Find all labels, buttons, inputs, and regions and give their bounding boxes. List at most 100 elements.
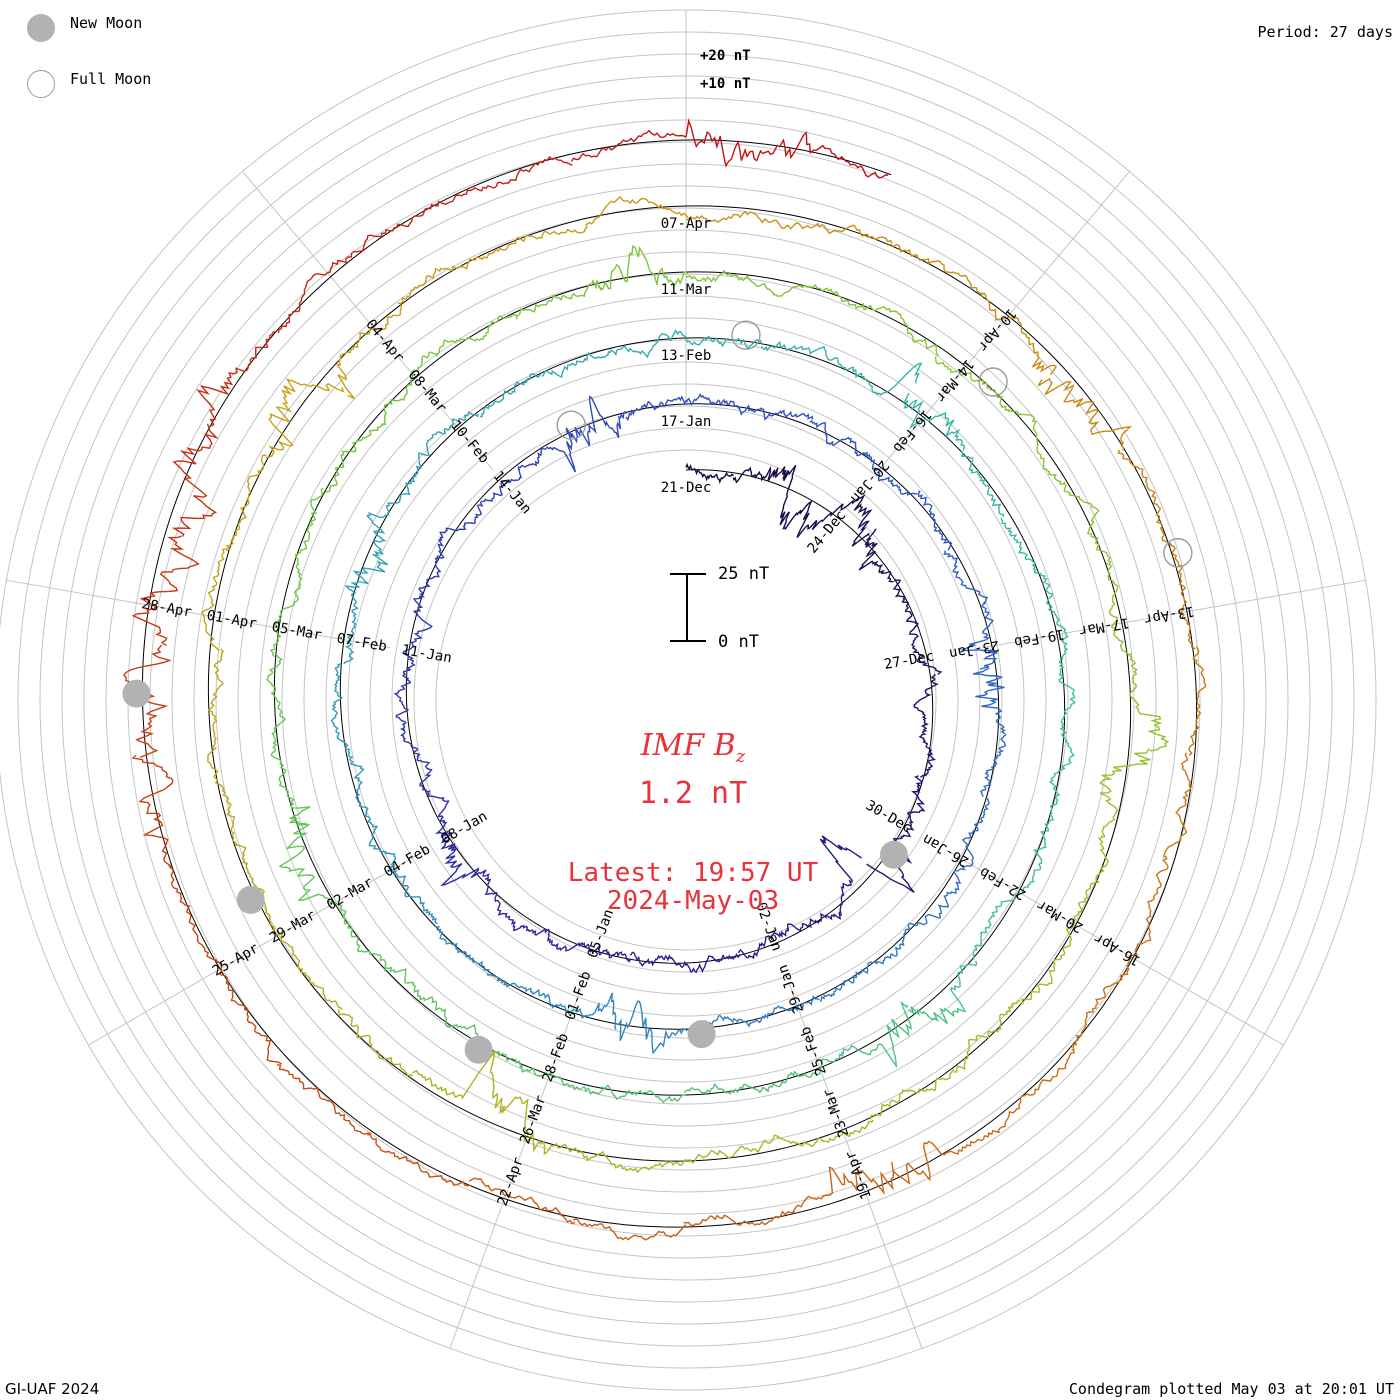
parameter-subscript: z <box>735 746 746 767</box>
bz-trace-segment <box>753 995 820 1024</box>
outer-scale-20: +20 nT <box>700 48 751 64</box>
bz-trace-segment <box>685 269 775 295</box>
bz-trace-segment <box>487 225 589 255</box>
bz-trace-segment <box>960 451 1005 517</box>
bz-trace-segment <box>862 302 940 357</box>
bz-trace-segment <box>864 451 918 496</box>
bz-trace-segment <box>266 654 286 744</box>
bz-trace-segment <box>685 462 735 485</box>
bz-trace-segment <box>572 1218 687 1241</box>
date-tick-label: 28-Feb <box>540 1031 572 1084</box>
date-tick-label: 07-Apr <box>661 216 712 232</box>
bz-trace-segment <box>420 784 452 840</box>
bz-trace-segment <box>278 823 336 904</box>
legend-new-moon-label: New Moon <box>70 14 143 32</box>
bz-trace-segment <box>908 960 978 1025</box>
grid-spoke <box>242 171 494 471</box>
bz-trace-segment <box>336 304 402 400</box>
latest-time: Latest: 19:57 UT <box>567 858 819 888</box>
bz-trace-segment <box>1162 752 1192 858</box>
bz-trace-segment <box>1129 855 1169 961</box>
bz-trace-segment <box>201 547 228 652</box>
bz-trace-segment <box>1117 449 1173 546</box>
bz-trace-segment <box>549 992 617 1030</box>
bz-trace-segment <box>943 550 989 604</box>
bz-trace-segment <box>418 411 479 460</box>
outer-scale-10: +10 nT <box>700 76 751 92</box>
parameter-name: IMF B <box>640 728 736 763</box>
bz-trace-segment <box>541 349 613 379</box>
bz-trace-segment <box>515 279 602 320</box>
bz-trace-segment <box>1058 660 1076 741</box>
bz-trace-segment <box>979 733 1007 798</box>
bz-trace-segment <box>732 465 789 484</box>
bz-trace-segment <box>519 924 577 952</box>
bz-trace-segment <box>270 740 311 825</box>
grid-ring <box>325 339 1047 1061</box>
bz-trace-segment <box>338 1009 414 1077</box>
bz-trace-segment <box>892 578 919 628</box>
grid-spoke <box>788 981 923 1349</box>
bz-trace-segment <box>786 221 893 244</box>
bz-trace-segment <box>402 610 433 672</box>
bz-trace-segment <box>1037 377 1133 451</box>
bz-trace-segment <box>684 952 741 974</box>
bz-trace-segment <box>683 1134 780 1164</box>
bz-trace-segment <box>366 460 422 519</box>
date-tick-label: 21-Dec <box>661 480 712 496</box>
bz-trace-segment <box>171 423 219 537</box>
bz-trace-segment <box>585 1151 687 1174</box>
bz-trace-segment <box>903 392 966 451</box>
bz-trace-segment <box>779 464 817 539</box>
grid-spoke <box>945 849 1284 1046</box>
parameter-title: IMF Bz <box>0 728 1386 767</box>
new-moon-icon <box>27 14 55 42</box>
bz-trace-segment <box>359 805 397 873</box>
date-tick-label: 14-Jan <box>490 468 535 517</box>
bz-trace-segment <box>131 535 200 646</box>
bz-trace-segment <box>393 668 412 731</box>
date-tick-label: 17-Jan <box>661 414 712 430</box>
bz-trace-segment <box>1106 562 1131 656</box>
latest-date: 2024-May-03 <box>606 886 780 916</box>
bz-trace-segment <box>325 424 384 493</box>
bz-trace-segment <box>786 911 842 932</box>
grid-spoke <box>6 579 391 649</box>
bz-trace-segment <box>196 331 278 427</box>
bz-trace-segment <box>683 1210 796 1227</box>
bz-trace-segment <box>400 727 433 787</box>
bz-trace-segment <box>1169 542 1196 650</box>
grid-spoke <box>88 849 427 1046</box>
current-value: 1.2 nT <box>638 776 748 811</box>
bz-trace-segment <box>336 736 365 807</box>
bz-trace-segment <box>611 329 687 359</box>
grid-spoke <box>449 981 584 1349</box>
bz-trace-segment <box>487 972 552 1005</box>
bz-trace-segment <box>330 663 344 738</box>
bz-trace-segment <box>207 648 225 750</box>
date-tick-label: 27-Dec <box>883 648 936 673</box>
grid-ring <box>391 405 981 995</box>
bz-trace-segment <box>570 129 687 162</box>
bz-trace-segment <box>385 966 449 1028</box>
date-tick-label: 24-Dec <box>805 507 850 556</box>
date-tick-label: 08-Mar <box>405 367 450 416</box>
bz-trace-segment <box>276 1064 372 1135</box>
date-tick-label: 28-Apr <box>140 596 193 621</box>
new-moon-marker <box>687 1020 716 1049</box>
bz-trace-segment <box>819 835 862 916</box>
bz-trace-segment <box>1045 582 1069 661</box>
bz-trace-segment <box>840 1000 912 1069</box>
bz-trace-segment <box>131 754 174 868</box>
bz-trace-segment <box>1000 517 1048 585</box>
bz-trace-segment <box>906 775 926 831</box>
bz-trace-segment <box>601 1084 687 1104</box>
bz-trace-segment <box>207 746 238 847</box>
bz-trace-segment <box>908 624 943 675</box>
bz-trace-segment <box>805 133 889 179</box>
bz-trace-segment <box>440 833 490 886</box>
bz-trace-segment <box>225 454 267 552</box>
bz-trace-segment <box>961 797 990 866</box>
bz-trace-segment <box>737 930 790 960</box>
bz-trace-segment <box>1048 739 1075 820</box>
